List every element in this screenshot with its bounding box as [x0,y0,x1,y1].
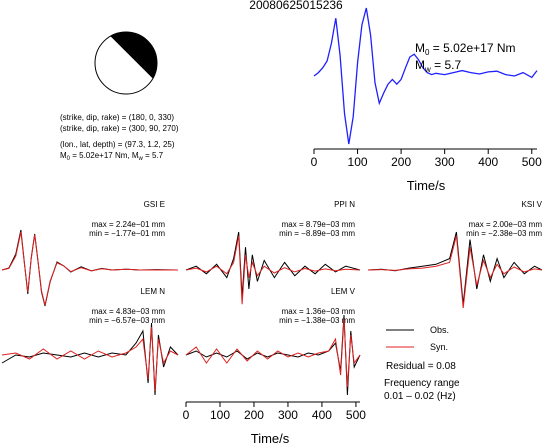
beachball-compressional [110,32,157,79]
stf-series-line [313,7,538,145]
trace-syn-line [1,326,179,392]
bottom-x-tick-label: 100 [210,408,230,422]
stf-x-axis: 0 100 200 300 400 500 [311,148,542,169]
trace-min-label: min = −2.38e−03 mm [466,229,542,238]
beachball [94,31,158,95]
bottom-x-axis-label: Time/s [251,431,290,445]
stf-x-tick-label: 100 [348,155,368,169]
mechanism-line-4: M0 = 5.02e+17 Nm, Mw = 5.7 [60,151,164,162]
legend-obs-label: Obs. [430,325,449,335]
trace-station-label: LEM V [331,287,356,296]
trace-max-label: max = 2.24e−01 mm [92,220,166,229]
trace-station-label: GSI E [144,200,165,209]
stf-x-tick-label: 0 [311,155,318,169]
stf-x-axis-label: Time/s [407,178,446,193]
figure-title: 20080625015236 [249,0,343,12]
trace-min-label: min = −8.89e−03 mm [279,229,355,238]
mechanism-line-3: (lon., lat, depth) = (97.3, 1.2, 25) [60,140,175,149]
stf-mw-label: Mw = 5.7 [415,58,461,74]
trace-syn-line [185,235,361,305]
trace-max-label: max = 1.36e−03 mm [282,307,356,316]
trace-obs-line [1,322,179,396]
trace-station-label: PPI N [334,200,355,209]
legend: Obs. Syn. Residual = 0.08 Frequency rang… [384,325,460,402]
legend-syn-label: Syn. [430,342,448,352]
bottom-x-axis: 0 100 200 300 400 500 [183,401,366,422]
trace-max-label: max = 4.83e−03 mm [92,307,166,316]
bottom-x-tick-label: 300 [278,408,298,422]
bottom-x-tick-label: 0 [183,408,190,422]
frequency-range-value: 0.01 – 0.02 (Hz) [384,391,456,402]
mechanism-line-2: (strike, dip, rake) = (300, 90, 270) [60,124,179,133]
mechanism-line-1: (strike, dip, rake) = (180, 0, 330) [60,113,174,122]
stf-x-tick-label: 300 [435,155,455,169]
stf-x-tick-label: 200 [391,155,411,169]
bottom-x-tick-label: 500 [346,408,366,422]
trace-min-label: min = −6.57e−03 mm [89,316,165,325]
stf-m0-label: M0 = 5.02e+17 Nm [415,41,516,57]
trace-syn-line [367,235,543,309]
trace-station-label: KSI V [522,200,543,209]
residual-label: Residual = 0.08 [386,361,456,372]
stf-x-tick-label: 400 [478,155,498,169]
trace-max-label: max = 8.79e−03 mm [282,220,356,229]
stf-panel: 0 100 200 300 400 500 M0 = 5.02e+17 Nm Mw = 5… [311,7,542,193]
trace-obs-line [367,231,543,305]
trace-syn-line [1,231,178,306]
trace-min-label: min = −1.38e−03 mm [279,316,355,325]
trace-syn-line [185,318,361,388]
stf-x-tick-label: 500 [522,155,542,169]
trace-min-label: min = −1.77e−01 mm [89,229,165,238]
trace-max-label: max = 2.00e−03 mm [469,220,543,229]
frequency-range-label: Frequency range [384,378,460,389]
trace-station-label: LEM N [141,287,166,296]
bottom-x-tick-label: 200 [244,408,264,422]
bottom-x-tick-label: 400 [312,408,332,422]
